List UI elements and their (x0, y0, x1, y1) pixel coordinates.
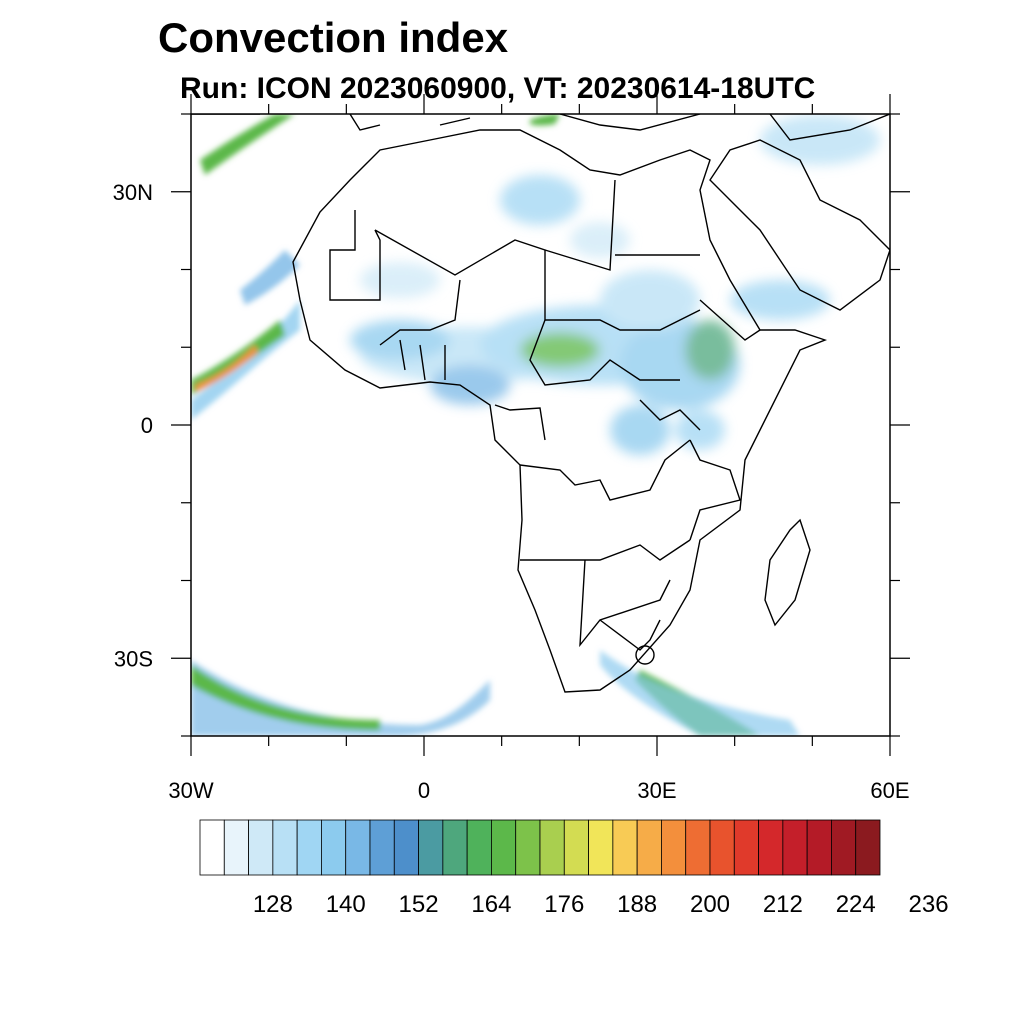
colorbar-swatch (515, 819, 541, 876)
colorbar-label: 140 (326, 891, 366, 918)
colorbar-swatch (296, 819, 322, 876)
colorbar-swatch (223, 819, 249, 876)
colorbar-swatch (199, 819, 225, 876)
colorbar-label: 152 (399, 891, 439, 918)
colorbar-swatch (831, 819, 857, 876)
lat-tick-label: 30S (114, 646, 153, 671)
lon-tick-label: 30E (637, 778, 676, 803)
colorbar-label: 236 (909, 891, 949, 918)
colorbar-swatch (733, 819, 759, 876)
colorbar-swatch (442, 819, 468, 876)
colorbar-swatch (685, 819, 711, 876)
colorbar-swatch (612, 819, 638, 876)
axis-ticks (171, 94, 910, 756)
colorbar-swatch (539, 819, 565, 876)
colorbar-swatch (588, 819, 614, 876)
colorbar-swatch (321, 819, 347, 876)
map-title: Convection index (158, 14, 509, 61)
colorbar-label: 200 (690, 891, 730, 918)
colorbar-label: 224 (836, 891, 876, 918)
colorbar-swatch (272, 819, 298, 876)
map-subtitle: Run: ICON 2023060900, VT: 20230614-18UTC (180, 72, 816, 105)
axis-tick-labels: 30N 0 30S 30W 0 30E 60E (113, 180, 910, 803)
colorbar-swatch (661, 819, 687, 876)
colorbar-swatch (248, 819, 274, 876)
colorbar-swatch (636, 819, 662, 876)
convection-field (191, 114, 880, 736)
colorbar-swatch (345, 819, 371, 876)
colorbar: 128 140 152 164 176 188 200 212 224 236 (199, 819, 949, 918)
colorbar-label: 212 (763, 891, 803, 918)
colorbar-swatch (709, 819, 735, 876)
lon-tick-label: 30W (168, 778, 213, 803)
lat-tick-label: 30N (113, 180, 153, 205)
lon-tick-label: 0 (418, 778, 430, 803)
country-borders (191, 114, 890, 693)
colorbar-label: 188 (617, 891, 657, 918)
colorbar-label: 128 (253, 891, 293, 918)
colorbar-swatch (369, 819, 395, 876)
lat-tick-label: 0 (141, 413, 153, 438)
colorbar-swatch (758, 819, 784, 876)
colorbar-swatch (782, 819, 808, 876)
colorbar-label: 164 (471, 891, 511, 918)
colorbar-label: 176 (544, 891, 584, 918)
colorbar-swatch (855, 819, 881, 876)
colorbar-swatch (418, 819, 444, 876)
colorbar-swatch (393, 819, 419, 876)
colorbar-swatch (806, 819, 832, 876)
colorbar-swatch (491, 819, 517, 876)
colorbar-swatch (466, 819, 492, 876)
lon-tick-label: 60E (870, 778, 909, 803)
colorbar-swatch (563, 819, 589, 876)
